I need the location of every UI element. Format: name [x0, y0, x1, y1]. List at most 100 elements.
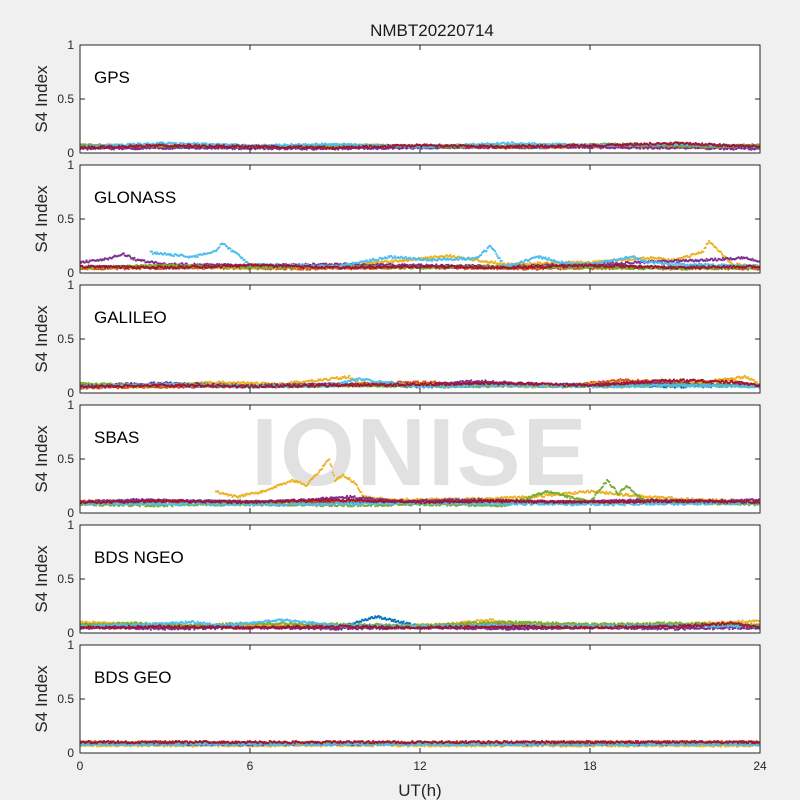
data-point — [81, 145, 84, 148]
data-point — [725, 143, 728, 146]
data-point — [668, 143, 671, 146]
data-point — [222, 144, 225, 147]
data-point — [391, 144, 394, 147]
data-point — [332, 142, 335, 145]
data-point — [290, 142, 293, 145]
data-point — [507, 141, 510, 144]
data-point — [478, 144, 481, 147]
data-point — [689, 141, 692, 144]
data-point — [323, 145, 326, 148]
data-point — [663, 145, 666, 148]
panel-background — [80, 165, 760, 273]
data-point — [753, 148, 756, 151]
data-point — [333, 144, 337, 147]
data-point — [738, 145, 741, 148]
data-point — [265, 144, 268, 147]
data-point — [541, 143, 544, 147]
data-point — [189, 143, 192, 146]
data-point — [639, 147, 642, 150]
data-point — [313, 148, 316, 151]
data-point — [207, 145, 210, 149]
data-point — [154, 145, 157, 148]
figure-title: NMBT20220714 — [370, 21, 494, 40]
data-point — [472, 142, 475, 145]
plot-area — [80, 239, 760, 271]
data-point — [684, 147, 688, 150]
data-point — [87, 145, 90, 148]
data-point — [238, 148, 241, 151]
data-point — [669, 141, 672, 144]
data-point — [450, 143, 453, 146]
data-point — [221, 145, 224, 149]
data-point — [185, 145, 188, 148]
data-point — [313, 144, 316, 147]
data-point — [387, 144, 390, 147]
data-point — [300, 145, 303, 148]
data-point — [210, 147, 213, 150]
data-point — [700, 144, 703, 147]
data-point — [291, 147, 294, 150]
data-point — [93, 143, 96, 146]
data-point — [102, 145, 106, 148]
data-point — [376, 148, 379, 151]
data-point — [693, 143, 696, 146]
data-point — [296, 146, 299, 150]
data-point — [635, 147, 639, 150]
data-point — [187, 145, 191, 148]
data-point — [677, 141, 680, 144]
data-point — [529, 144, 532, 147]
data-point — [517, 146, 520, 149]
data-point — [732, 148, 735, 151]
data-point — [390, 146, 393, 149]
data-point — [562, 142, 565, 145]
data-point — [739, 143, 742, 146]
y-axis-label: S4 Index — [32, 65, 51, 133]
data-point — [700, 146, 703, 149]
panel-label: GPS — [94, 68, 130, 87]
data-point — [145, 147, 148, 150]
data-point — [144, 145, 147, 148]
y-tick-label: 0.5 — [57, 92, 74, 106]
data-point — [118, 144, 121, 147]
data-point — [272, 144, 276, 148]
data-point — [305, 148, 308, 151]
data-point — [231, 148, 234, 151]
data-point — [688, 143, 691, 146]
panel-background — [80, 45, 760, 153]
data-point — [361, 146, 364, 149]
data-point — [216, 143, 219, 147]
data-point — [531, 142, 534, 145]
data-point — [718, 143, 721, 146]
y-tick-label: 0 — [67, 146, 74, 160]
data-point — [490, 144, 493, 147]
data-point — [400, 144, 403, 147]
data-point — [205, 142, 208, 145]
data-point — [757, 146, 760, 149]
data-point — [174, 141, 177, 144]
data-point — [632, 144, 635, 147]
data-point — [647, 144, 650, 147]
data-point — [392, 146, 395, 149]
data-point — [556, 145, 559, 148]
data-point — [526, 146, 530, 149]
data-point — [515, 144, 519, 147]
data-point — [337, 147, 340, 150]
data-point — [520, 141, 523, 144]
data-point — [134, 146, 137, 149]
data-point — [568, 143, 571, 146]
data-point — [367, 146, 370, 149]
data-point — [479, 146, 483, 149]
plot-area — [80, 141, 760, 151]
data-point — [363, 147, 366, 151]
data-point — [169, 141, 172, 144]
data-point — [114, 143, 118, 146]
data-point — [82, 147, 85, 150]
data-point — [614, 147, 617, 150]
data-point — [169, 147, 172, 151]
data-point — [701, 142, 704, 145]
data-point — [477, 145, 480, 148]
